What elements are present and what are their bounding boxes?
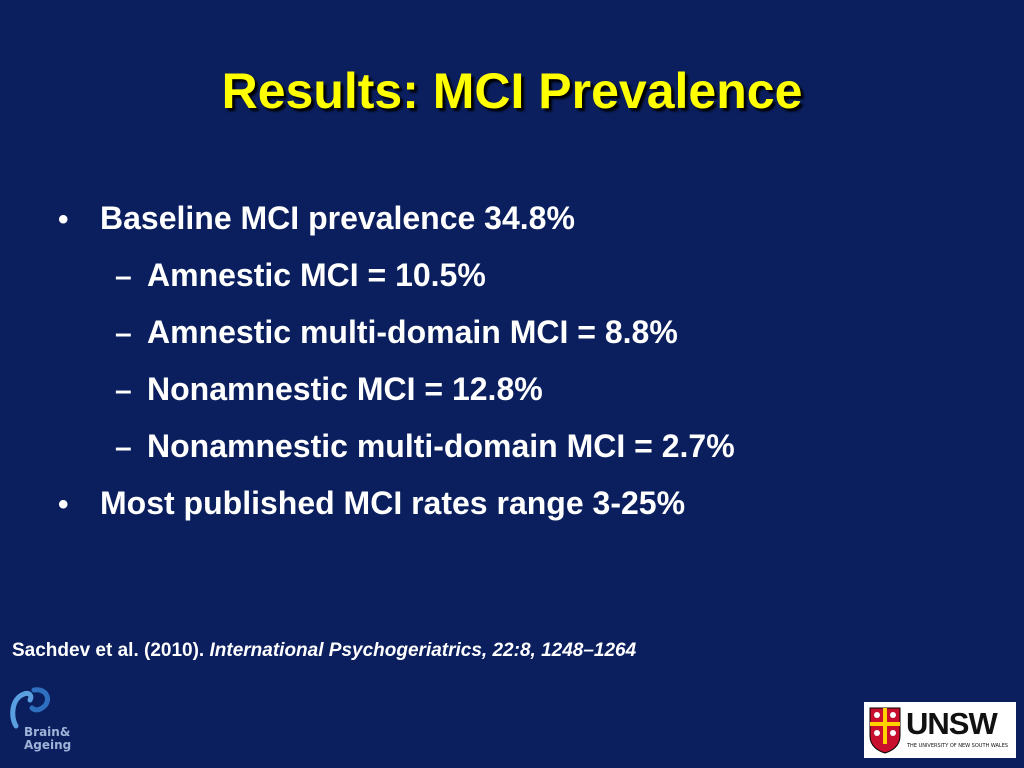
logo-line-1: Brain& xyxy=(24,725,71,739)
brain-ageing-logo-text: Brain& Ageing xyxy=(24,726,71,752)
dash-marker: – xyxy=(115,317,132,350)
bullet-text: Amnestic MCI = 10.5% xyxy=(147,257,486,293)
sub-bullet-item: – Amnestic multi-domain MCI = 8.8% xyxy=(58,304,998,361)
brain-ageing-logo: Brain& Ageing xyxy=(8,686,98,758)
bullet-marker: • xyxy=(58,203,69,236)
logo-line-2: Ageing xyxy=(24,738,72,752)
bullet-text: Nonamnestic multi-domain MCI = 2.7% xyxy=(147,428,735,464)
bullet-item: • Most published MCI rates range 3-25% xyxy=(58,475,998,532)
dash-marker: – xyxy=(115,374,132,407)
unsw-subtitle: THE UNIVERSITY OF NEW SOUTH WALES xyxy=(907,743,1009,749)
bullet-item: • Baseline MCI prevalence 34.8% xyxy=(58,190,998,247)
bullet-text: Baseline MCI prevalence 34.8% xyxy=(100,200,575,236)
citation-authors: Sachdev et al. (2010). xyxy=(12,640,205,661)
bullet-text: Most published MCI rates range 3-25% xyxy=(100,485,686,521)
brain-ageing-logo-icon xyxy=(10,687,51,729)
bullet-text: Nonamnestic MCI = 12.8% xyxy=(147,371,543,407)
sub-bullet-item: – Amnestic MCI = 10.5% xyxy=(58,247,998,304)
dash-marker: – xyxy=(115,260,132,293)
citation: Sachdev et al. (2010). International Psy… xyxy=(12,640,636,662)
bullet-text: Amnestic multi-domain MCI = 8.8% xyxy=(147,314,678,350)
slide-title: Results: MCI Prevalence xyxy=(221,63,803,119)
sub-bullet-item: – Nonamnestic multi-domain MCI = 2.7% xyxy=(58,418,998,475)
unsw-logo: UNSW THE UNIVERSITY OF NEW SOUTH WALES xyxy=(864,702,1016,758)
citation-journal: International Psychogeriatrics, 22:8, 12… xyxy=(209,640,637,661)
bullet-marker: • xyxy=(58,488,69,521)
bullet-list: • Baseline MCI prevalence 34.8% – Amnest… xyxy=(58,190,998,532)
sub-bullet-item: – Nonamnestic MCI = 12.8% xyxy=(58,361,998,418)
unsw-crest-icon xyxy=(869,707,901,754)
unsw-wordmark: UNSW xyxy=(906,706,998,741)
dash-marker: – xyxy=(115,431,132,464)
